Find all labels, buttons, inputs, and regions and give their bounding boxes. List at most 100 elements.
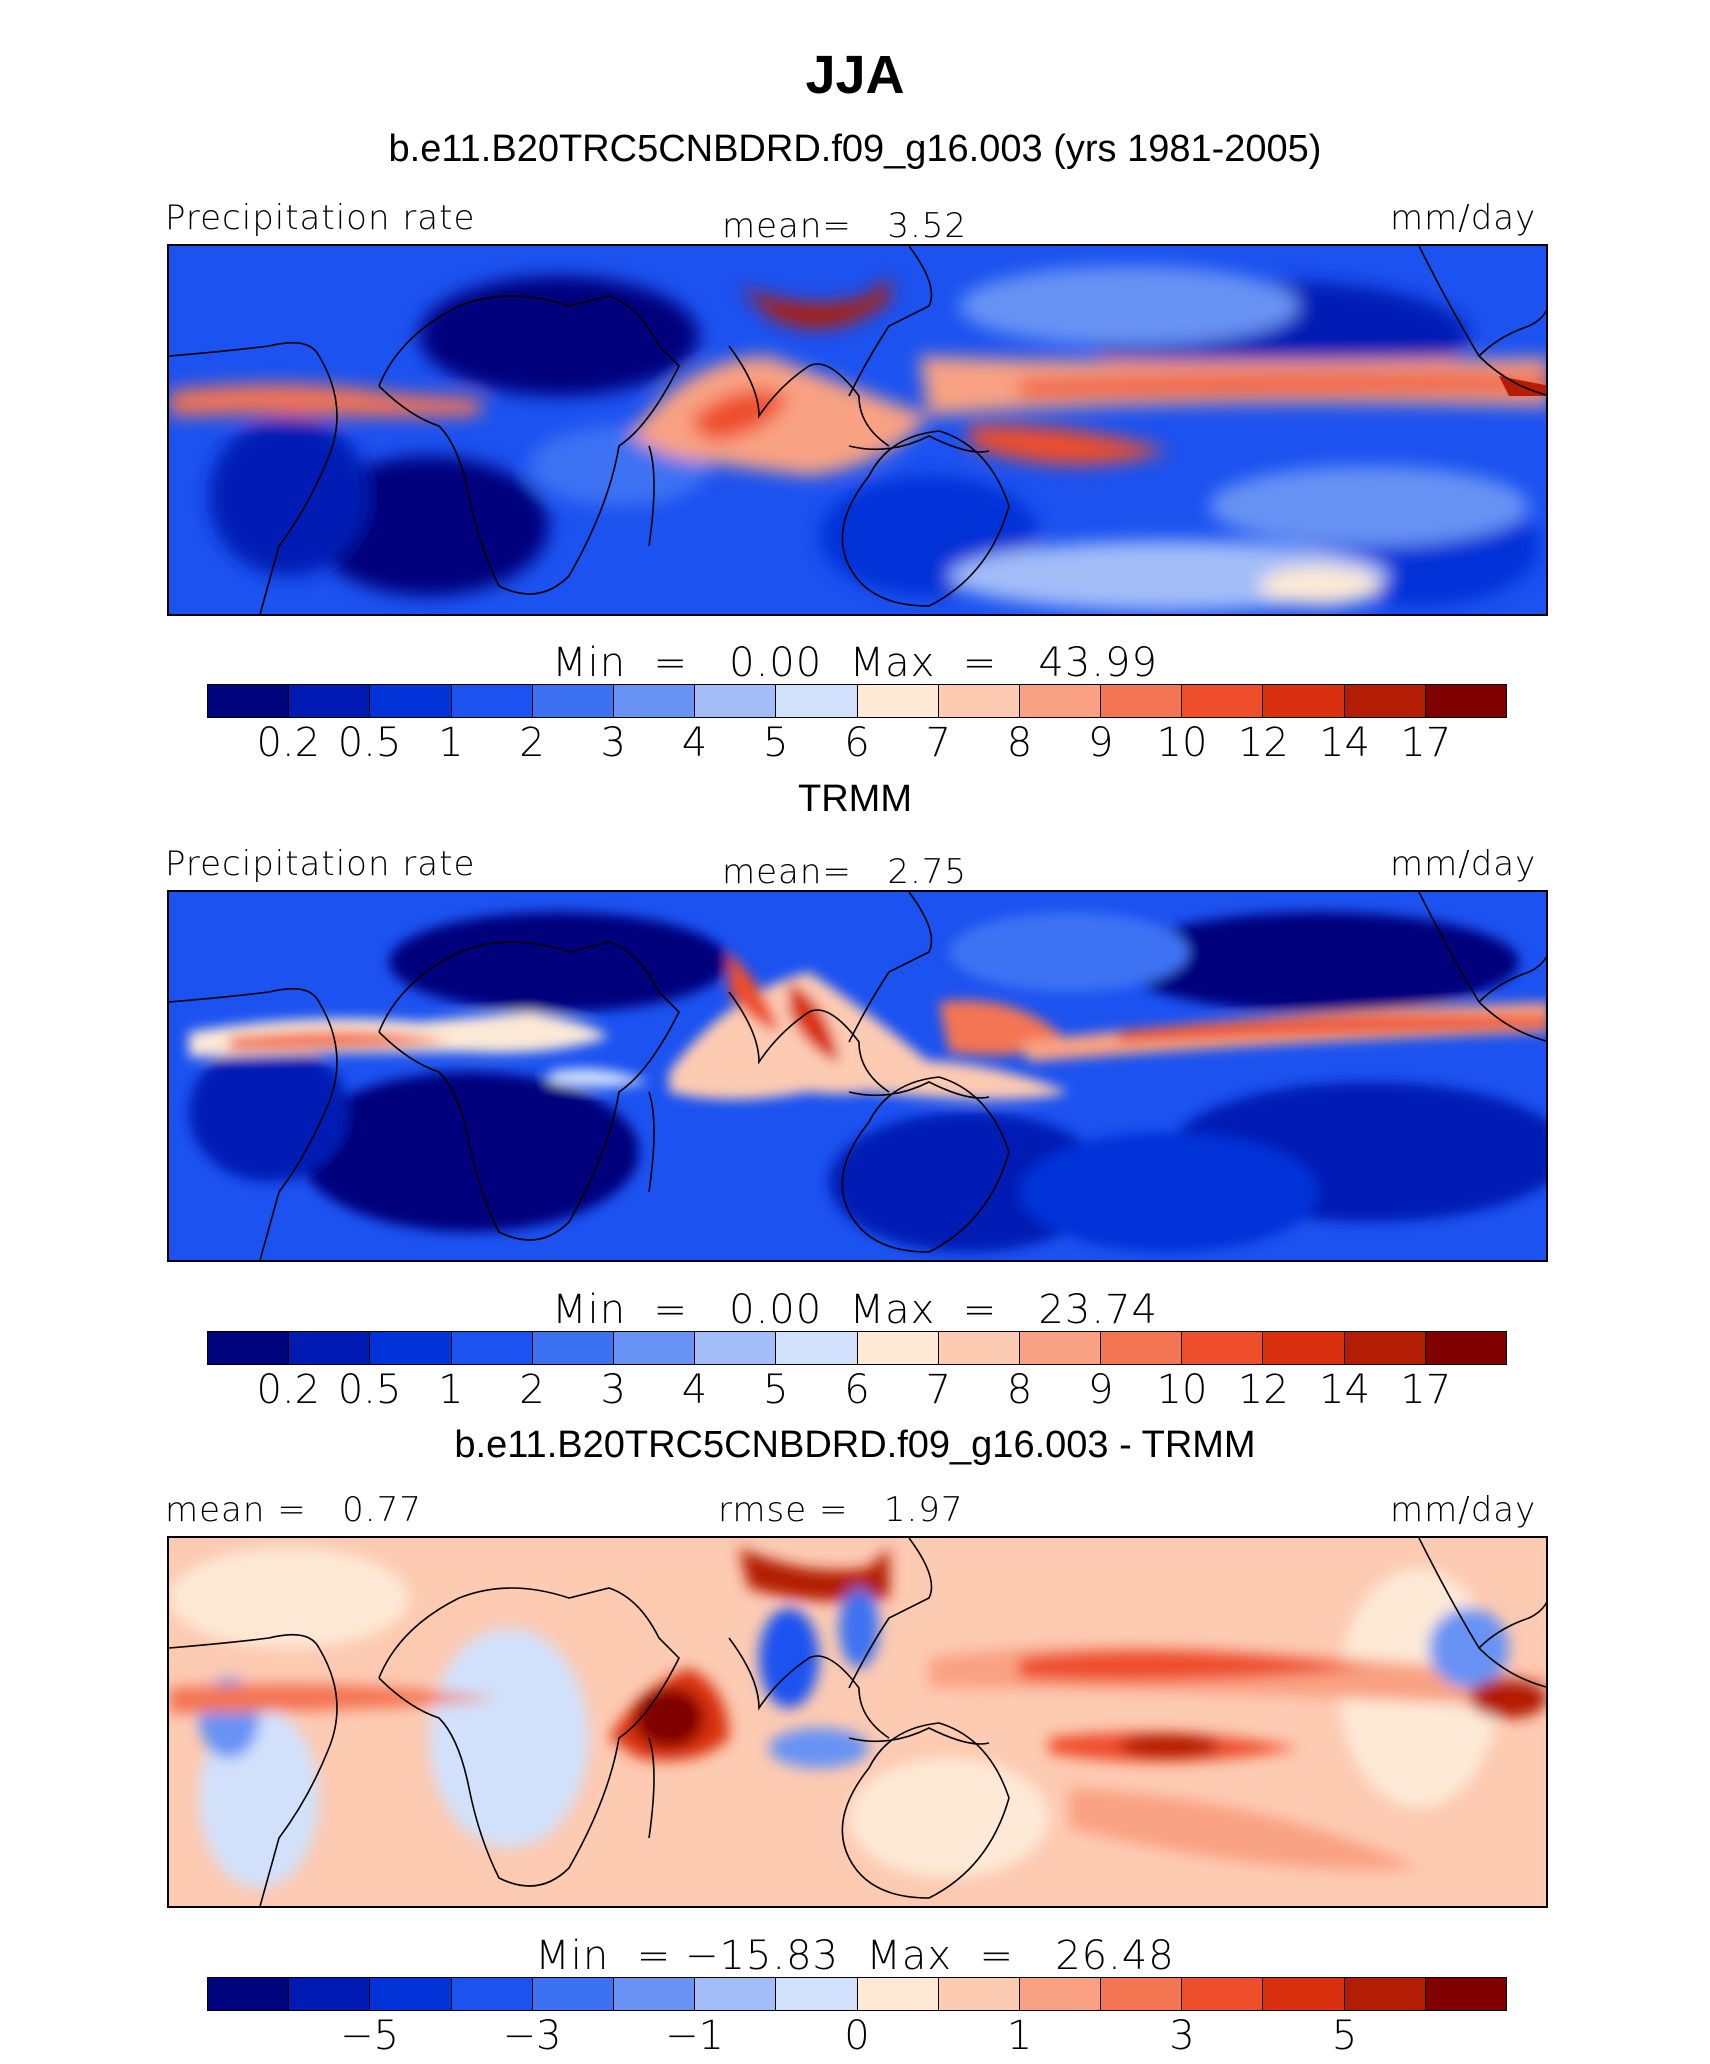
colorbar-tick-label: 10 [1156,720,1208,766]
colorbar-swatch [857,1332,939,1364]
colorbar-tick-label: 5 [763,720,789,766]
colorbar-swatch [208,1332,290,1364]
colorbar-tick-label: −5 [340,2013,399,2059]
colorbar-swatch [451,1332,533,1364]
colorbar-tick-label: 4 [681,720,708,766]
colorbar-tick-label: 9 [1088,720,1114,766]
diff-min-value: −15.83 [684,1933,839,1979]
colorbar-tick-label: 7 [925,1367,951,1413]
model-max-label: Max = [822,640,1039,686]
colorbar-swatch [1182,1332,1264,1364]
colorbar-tick-label: 5 [763,1367,789,1413]
colorbar-tick-label: 3 [600,1367,626,1413]
figure-title: JJA [805,45,905,105]
colorbar-tick-label: 1 [1006,2013,1033,2059]
colorbar-tick-label: 0.5 [337,720,402,766]
colorbar-swatch [695,1978,777,2010]
colorbar-swatch [1425,685,1506,717]
colorbar-swatch [208,1978,290,2010]
colorbar-swatch [938,685,1020,717]
colorbar-swatch [938,1978,1020,2010]
colorbar-swatch [451,1978,533,2010]
colorbar-swatch [289,1978,371,2010]
colorbar-tick-label: 9 [1088,1367,1114,1413]
colorbar-tick-label: 1 [438,1367,464,1413]
model-max-value: 43.99 [1038,640,1158,686]
colorbar-swatch [1101,1332,1183,1364]
model-units-label: mm/day [1390,198,1537,238]
colorbar-swatch [857,685,939,717]
colorbar-tick-label: 4 [681,1367,708,1413]
colorbar-swatch [1425,1332,1506,1364]
colorbar-swatch [1182,1978,1264,2010]
colorbar-swatch [776,685,858,717]
diff-min-label: Min = [535,1933,685,1979]
obs-min-label: Min = [552,1287,730,1333]
colorbar-swatch [1019,685,1102,717]
colorbar-tick-label: 6 [844,1367,870,1413]
colorbar-swatch [1019,1332,1102,1364]
colorbar-tick-label: −3 [502,2013,562,2059]
model-colorbar [207,684,1507,718]
colorbar-swatch [1425,1978,1506,2010]
colorbar-tick-label: 17 [1400,720,1452,766]
colorbar-tick-label: 12 [1237,720,1289,766]
colorbar-swatch [289,685,371,717]
colorbar-tick-label: 17 [1400,1367,1452,1413]
colorbar-tick-label: 3 [1169,2013,1195,2059]
colorbar-swatch [695,1332,777,1364]
colorbar-swatch [776,1978,858,2010]
colorbar-swatch [1344,1332,1426,1364]
colorbar-tick-label: 14 [1319,720,1370,766]
diff-units-label: mm/day [1390,1490,1537,1530]
colorbar-swatch [1344,685,1426,717]
colorbar-tick-label: 8 [1006,720,1033,766]
colorbar-swatch [370,685,452,717]
colorbar-swatch [532,1978,614,2010]
colorbar-tick-label: 3 [600,720,626,766]
diff-minmax: Min = −15.83 Max = 26.48 [0,1933,1710,1979]
colorbar-tick-label: 6 [844,720,870,766]
colorbar-swatch [613,1332,696,1364]
colorbar-swatch [776,1332,858,1364]
diff-rmse-label: rmse = 1.97 [718,1490,964,1530]
colorbar-tick-label: 8 [1006,1367,1033,1413]
diff-max-label: Max = [838,1933,1056,1979]
colorbar-swatch [857,1978,939,2010]
colorbar-swatch [1344,1978,1426,2010]
colorbar-swatch [1101,1978,1183,2010]
obs-minmax: Min = 0.00 Max = 23.74 [0,1287,1710,1333]
colorbar-swatch [532,685,614,717]
model-colorbar-ticks: 0.2 0.5 1 2 3 4 5 6 7 8 9 10 12 14 17 [0,720,1710,770]
obs-variable-label: Precipitation rate [165,844,476,884]
colorbar-tick-label: 14 [1319,1367,1370,1413]
obs-min-value: 0.00 [729,1287,823,1333]
colorbar-swatch [938,1332,1020,1364]
obs-max-label: Max = [822,1287,1039,1333]
model-precip-map [167,244,1548,616]
colorbar-tick-label: −1 [665,2013,724,2059]
colorbar-swatch [695,685,777,717]
model-panel-title: b.e11.B20TRC5CNBDRD.f09_g16.003 (yrs 198… [388,128,1322,170]
colorbar-swatch [289,1332,371,1364]
model-mean-label: mean= 3.52 [722,206,968,246]
model-variable-label: Precipitation rate [165,198,476,238]
obs-colorbar-ticks: 0.2 0.5 1 2 3 4 5 6 7 8 9 10 12 14 17 [0,1367,1710,1417]
colorbar-tick-label: 2 [519,720,545,766]
diff-max-value: 26.48 [1055,1933,1175,1979]
diff-panel-title: b.e11.B20TRC5CNBDRD.f09_g16.003 - TRMM [454,1424,1256,1466]
colorbar-tick-label: 2 [519,1367,545,1413]
obs-panel-title: TRMM [798,778,912,820]
colorbar-tick-label: 12 [1237,1367,1289,1413]
colorbar-tick-label: 0.5 [337,1367,402,1413]
obs-max-value: 23.74 [1038,1287,1158,1333]
colorbar-tick-label: 5 [1331,2013,1358,2059]
colorbar-swatch [613,1978,696,2010]
colorbar-swatch [613,685,696,717]
colorbar-tick-label: 0.2 [256,1367,321,1413]
colorbar-swatch [451,685,533,717]
colorbar-swatch [370,1332,452,1364]
colorbar-tick-label: 10 [1156,1367,1208,1413]
diff-colorbar-ticks: −5 −3 −1 0 1 3 5 [0,2013,1710,2063]
colorbar-tick-label: 7 [925,720,951,766]
